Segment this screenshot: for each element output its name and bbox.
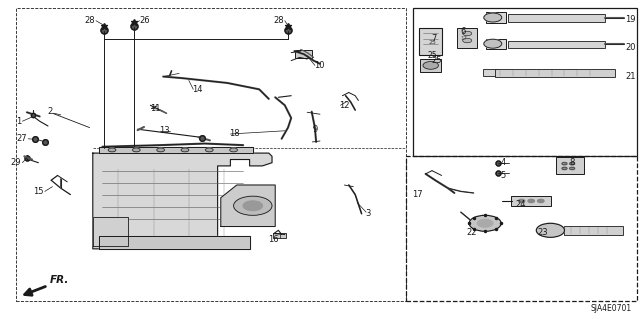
FancyBboxPatch shape [564, 226, 623, 235]
Circle shape [562, 162, 567, 165]
Text: 18: 18 [229, 130, 240, 138]
FancyBboxPatch shape [486, 39, 506, 49]
Text: 24: 24 [516, 200, 526, 209]
Circle shape [469, 215, 501, 231]
Circle shape [132, 148, 140, 152]
FancyBboxPatch shape [457, 28, 477, 48]
Circle shape [243, 201, 262, 211]
Text: 28: 28 [273, 16, 284, 25]
Text: 25: 25 [427, 51, 437, 60]
Text: 23: 23 [537, 228, 548, 237]
Circle shape [181, 148, 189, 152]
Circle shape [570, 162, 575, 165]
Text: 8: 8 [570, 158, 575, 167]
Circle shape [518, 199, 525, 203]
Circle shape [562, 167, 567, 170]
Text: 9: 9 [312, 125, 317, 134]
Text: 7: 7 [432, 34, 437, 43]
Circle shape [484, 39, 502, 48]
Text: 22: 22 [467, 228, 477, 237]
Text: 2: 2 [47, 107, 52, 116]
Text: 17: 17 [412, 190, 422, 199]
Text: 1: 1 [16, 117, 21, 126]
Text: FR.: FR. [50, 275, 69, 285]
Circle shape [234, 196, 272, 215]
FancyBboxPatch shape [419, 28, 442, 55]
Text: 28: 28 [84, 16, 95, 25]
FancyBboxPatch shape [295, 50, 312, 58]
Text: SJA4E0701: SJA4E0701 [591, 304, 632, 313]
FancyBboxPatch shape [508, 41, 605, 48]
Polygon shape [93, 153, 272, 249]
Text: 26: 26 [140, 16, 150, 25]
Polygon shape [221, 185, 275, 226]
Text: 5: 5 [500, 171, 506, 180]
Text: 3: 3 [365, 209, 370, 218]
Text: 10: 10 [314, 61, 324, 70]
Circle shape [230, 148, 237, 152]
Text: 19: 19 [625, 15, 636, 24]
FancyBboxPatch shape [511, 196, 551, 206]
Text: 16: 16 [268, 235, 278, 244]
Polygon shape [99, 147, 253, 153]
Text: 17: 17 [461, 36, 468, 41]
Text: 27: 27 [16, 134, 27, 143]
Text: 20: 20 [625, 43, 636, 52]
Text: 15: 15 [33, 187, 44, 196]
Text: 4: 4 [500, 158, 506, 167]
FancyBboxPatch shape [483, 69, 497, 76]
Text: 6: 6 [460, 27, 465, 36]
Text: 25: 25 [431, 56, 442, 65]
Circle shape [423, 62, 438, 69]
FancyBboxPatch shape [556, 157, 584, 174]
Circle shape [157, 148, 164, 152]
Text: 14: 14 [192, 85, 202, 94]
Circle shape [463, 31, 472, 36]
Circle shape [528, 199, 534, 203]
Text: 29: 29 [11, 158, 21, 167]
Circle shape [538, 199, 544, 203]
Text: 21: 21 [625, 72, 636, 81]
Circle shape [463, 38, 472, 43]
FancyBboxPatch shape [420, 59, 441, 72]
FancyBboxPatch shape [273, 233, 286, 238]
Circle shape [484, 13, 502, 22]
Polygon shape [99, 236, 250, 249]
FancyBboxPatch shape [495, 69, 615, 77]
Text: 25: 25 [429, 40, 436, 45]
Polygon shape [93, 217, 128, 246]
Circle shape [205, 148, 213, 152]
Circle shape [477, 219, 493, 227]
Text: 12: 12 [339, 101, 349, 110]
FancyBboxPatch shape [486, 12, 506, 23]
Circle shape [570, 167, 575, 170]
FancyBboxPatch shape [508, 14, 605, 22]
Circle shape [108, 148, 116, 152]
Text: 11: 11 [150, 104, 161, 113]
Circle shape [536, 223, 564, 237]
Text: 13: 13 [159, 126, 170, 135]
